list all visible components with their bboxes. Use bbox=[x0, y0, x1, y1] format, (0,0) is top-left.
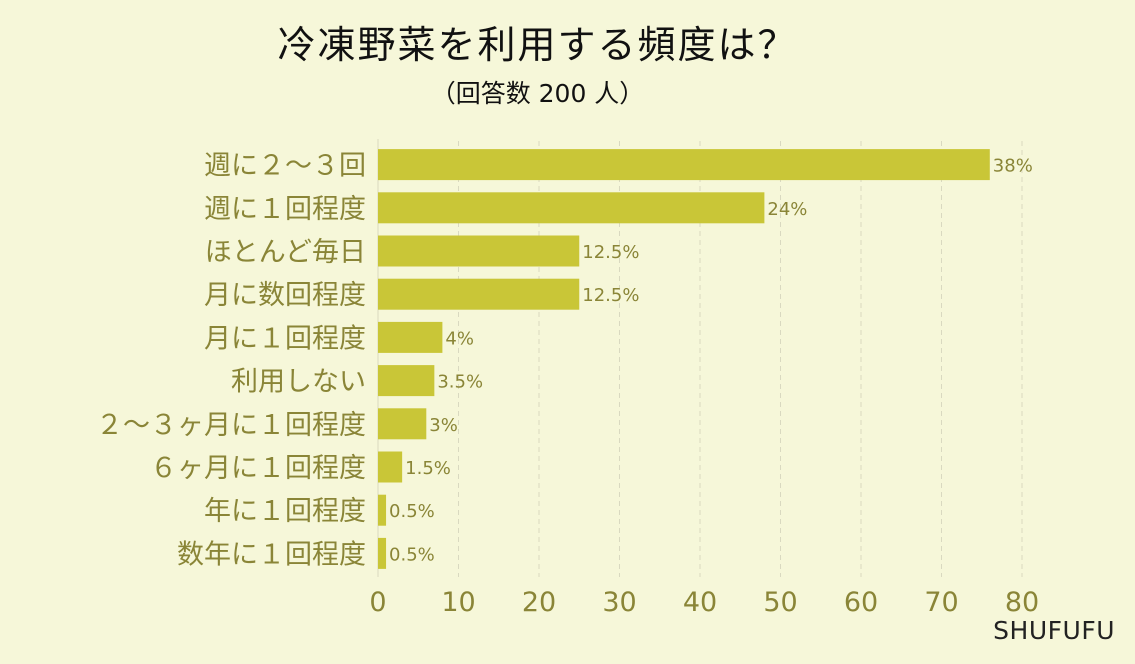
data-label: 0.5% bbox=[389, 544, 435, 565]
bar bbox=[378, 365, 435, 397]
bar bbox=[378, 149, 990, 181]
bar bbox=[378, 278, 580, 310]
bar bbox=[378, 235, 580, 267]
category-label: 利用しない bbox=[231, 367, 366, 398]
x-tick-label: 80 bbox=[1005, 587, 1039, 618]
x-tick-label: 70 bbox=[924, 587, 958, 618]
bar bbox=[378, 451, 403, 483]
x-tick-label: 10 bbox=[441, 587, 475, 618]
data-label: 3.5% bbox=[437, 372, 483, 393]
x-tick-label: 40 bbox=[683, 587, 717, 618]
data-label: 12.5% bbox=[582, 242, 639, 263]
category-label: 月に数回程度 bbox=[204, 280, 366, 311]
category-label: 月に１回程度 bbox=[204, 323, 366, 354]
data-label: 3% bbox=[429, 415, 458, 436]
brand-logo-text: SHUFUFU bbox=[993, 616, 1115, 645]
x-tick-label: 50 bbox=[763, 587, 797, 618]
data-label: 4% bbox=[445, 328, 474, 349]
bar bbox=[378, 321, 443, 353]
x-tick-label: 0 bbox=[369, 587, 386, 618]
bar bbox=[378, 192, 765, 224]
bar bbox=[378, 537, 387, 569]
data-label: 12.5% bbox=[582, 285, 639, 306]
category-label: ６ヶ月に１回程度 bbox=[150, 453, 366, 484]
category-label: ほとんど毎日 bbox=[205, 237, 366, 268]
chart-title: 冷凍野菜を利用する頻度は？ bbox=[277, 23, 798, 67]
data-label: 1.5% bbox=[405, 458, 451, 479]
category-label: 年に１回程度 bbox=[204, 496, 366, 527]
x-tick-label: 30 bbox=[602, 587, 636, 618]
data-label: 24% bbox=[767, 199, 807, 220]
category-label: 数年に１回程度 bbox=[177, 539, 366, 570]
chart-subtitle: （回答数 200 人） bbox=[430, 79, 645, 108]
bar bbox=[378, 494, 387, 526]
x-tick-label: 20 bbox=[522, 587, 556, 618]
x-tick-label: 60 bbox=[844, 587, 878, 618]
category-label: 週に１回程度 bbox=[204, 194, 366, 225]
category-label: ２～３ヶ月に１回程度 bbox=[96, 410, 366, 441]
data-label: 38% bbox=[993, 156, 1033, 177]
category-label: 週に２～３回 bbox=[204, 151, 366, 182]
bar bbox=[378, 408, 427, 440]
data-label: 0.5% bbox=[389, 501, 435, 522]
